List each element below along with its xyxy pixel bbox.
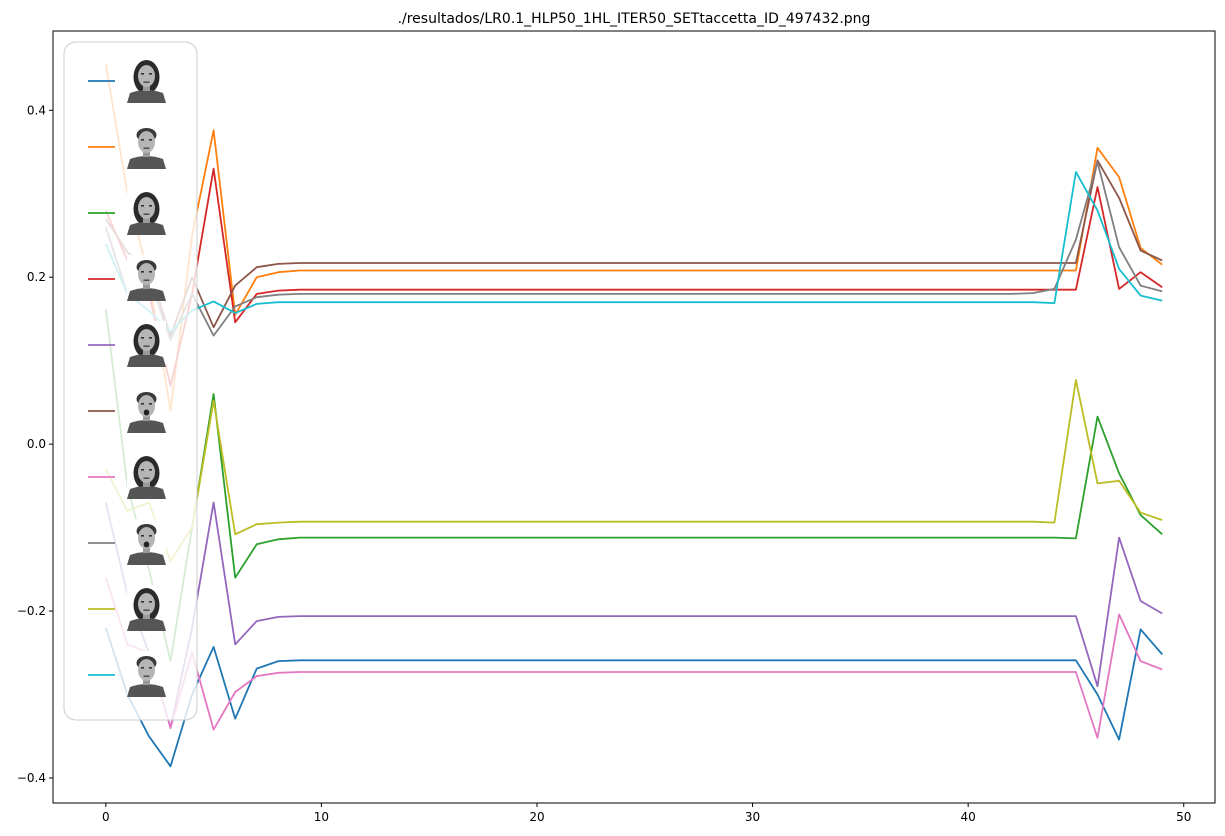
y-tick-label: 0.0 [27,437,46,451]
face-thumbnail-icon [127,255,166,301]
series-line-4 [104,167,1163,387]
face-thumbnail-icon [127,57,166,103]
x-tick-label: 50 [1176,810,1191,824]
face-thumbnail-icon [127,651,166,697]
face-thumbnail-icon [127,519,166,565]
series-line-1 [104,627,1163,768]
face-thumbnail-icon [127,585,166,631]
face-thumbnail-icon [127,453,166,499]
series-layer [104,64,1163,768]
series-line-3 [104,308,1163,662]
face-thumbnail-icon [127,387,166,433]
series-line-2 [104,64,1163,412]
x-tick-label: 10 [314,810,329,824]
x-tick-label: 0 [102,810,110,824]
x-tick-label: 30 [745,810,760,824]
y-tick-label: 0.4 [27,103,46,117]
plot-frame [52,30,1216,804]
face-thumbnail-icon [127,189,166,235]
axes-layer: 0 10 20 30 40 50 −0.4 −0.2 0.0 0.2 0.4 [17,103,1192,824]
series-line-9 [105,378,1163,562]
y-tick-label: 0.2 [27,270,46,284]
series-line-7 [104,577,1163,739]
series-line-5 [104,501,1163,729]
x-tick-label: 40 [961,810,976,824]
legend [63,41,198,721]
series-line-6 [105,159,1163,337]
y-tick-label: −0.2 [17,604,46,618]
face-thumbnail-icon [127,321,166,367]
x-tick-label: 20 [529,810,544,824]
y-tick-label: −0.4 [17,771,46,785]
series-line-8 [104,161,1163,341]
chart-title: ./resultados/LR0.1_HLP50_1HL_ITER50_SETt… [398,11,871,27]
face-thumbnail-icon [127,123,166,169]
series-line-10 [104,171,1163,333]
